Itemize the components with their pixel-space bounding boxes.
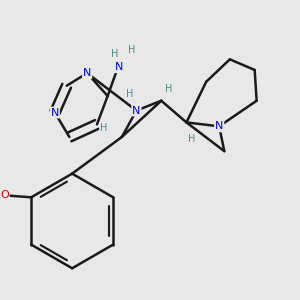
Text: N: N [215, 121, 224, 131]
Text: N: N [51, 108, 59, 118]
Text: H: H [188, 134, 195, 144]
Text: H: H [165, 84, 173, 94]
Text: H: H [128, 45, 135, 55]
Text: H: H [100, 122, 107, 133]
Text: N: N [115, 62, 123, 72]
Text: H: H [111, 49, 118, 59]
Text: N: N [83, 68, 91, 78]
Text: H: H [126, 88, 134, 99]
Text: N: N [132, 106, 141, 116]
Text: O: O [0, 190, 9, 200]
